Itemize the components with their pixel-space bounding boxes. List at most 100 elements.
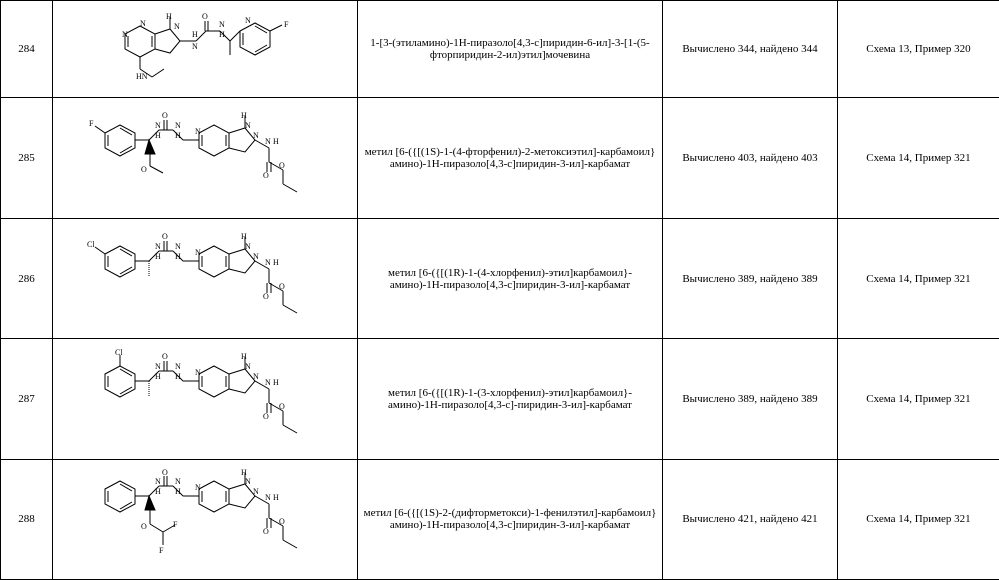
svg-text:O: O [279,161,285,170]
chemical-structure: NH NH O O F F N H N N NH O O [75,469,335,569]
table-row: 284 [1,1,999,98]
mass-spec: Вычислено 421, найдено 421 [663,459,838,579]
svg-text:O: O [162,111,168,120]
svg-text:H: H [241,232,247,241]
svg-text:N: N [155,242,161,251]
svg-text:O: O [141,165,147,174]
svg-text:N: N [265,137,271,146]
svg-text:H: H [155,372,161,381]
svg-text:H: H [175,372,181,381]
table-row: 288 [1,459,999,579]
compound-name: метил [6-({[(1R)-1-(3-хлорфенил)-этил]ка… [358,339,663,459]
chemical-structure: H N HN NH NH O N F N N [80,9,330,89]
svg-text:H: H [273,493,279,502]
svg-text:F: F [284,20,289,29]
structure-cell: F NH NH O O N H N N NH O O [53,98,358,218]
svg-text:H: H [241,111,247,120]
svg-text:O: O [279,282,285,291]
svg-text:O: O [202,12,208,21]
svg-text:Cl: Cl [87,240,95,249]
structure-cell: NH NH O O F F N H N N NH O O [53,459,358,579]
table-row: 285 [1,98,999,218]
scheme-reference: Схема 14, Пример 321 [838,98,999,218]
svg-text:N: N [253,131,259,140]
structure-cell: H N HN NH NH O N F N N [53,1,358,98]
svg-text:H: H [273,378,279,387]
svg-text:N: N [140,19,146,28]
svg-text:F: F [89,119,94,128]
svg-text:O: O [263,412,269,421]
compound-id: 284 [1,1,53,98]
svg-text:H: H [175,252,181,261]
svg-text:N: N [175,362,181,371]
mass-spec: Вычислено 344, найдено 344 [663,1,838,98]
chemical-structure: Cl NH NH O N H N N NH O O [75,349,335,449]
compound-id: 285 [1,98,53,218]
svg-text:N: N [245,477,251,486]
svg-text:N: N [253,252,259,261]
scheme-reference: Схема 13, Пример 320 [838,1,999,98]
svg-text:N: N [155,121,161,130]
compound-id: 286 [1,218,53,338]
svg-text:H: H [273,258,279,267]
svg-text:O: O [263,292,269,301]
chemical-structure: F NH NH O O N H N N NH O O [75,108,335,208]
svg-text:O: O [279,517,285,526]
chemical-structure: Cl NH NH O N H N N NH O O [75,229,335,329]
svg-text:N: N [155,477,161,486]
structure-cell: Cl NH NH O N H N N NH O O [53,339,358,459]
svg-text:N: N [195,483,201,492]
svg-text:N: N [265,378,271,387]
compound-name: метил [6-({[(1R)-1-(4-хлорфенил)-этил]ка… [358,218,663,338]
svg-text:O: O [263,527,269,536]
svg-text:N: N [174,22,180,31]
svg-text:O: O [162,232,168,241]
svg-text:N: N [175,121,181,130]
svg-text:N: N [219,20,225,29]
compound-name: метил [6-({[(1S)-2-(дифторметокси)-1-фен… [358,459,663,579]
compound-table: 284 [0,0,999,580]
scheme-reference: Схема 14, Пример 321 [838,339,999,459]
table-row: 287 [1,339,999,459]
scheme-reference: Схема 14, Пример 321 [838,218,999,338]
svg-text:H: H [155,252,161,261]
svg-text:H: H [155,131,161,140]
svg-text:H: H [155,487,161,496]
svg-text:O: O [162,352,168,361]
svg-text:O: O [162,469,168,477]
svg-text:F: F [159,546,164,555]
svg-text:H: H [241,352,247,361]
svg-text:N: N [192,42,198,51]
svg-text:H: H [166,12,172,21]
svg-text:N: N [155,362,161,371]
mass-spec: Вычислено 389, найдено 389 [663,218,838,338]
compound-id: 288 [1,459,53,579]
svg-text:N: N [245,362,251,371]
svg-text:F: F [173,520,178,529]
svg-text:N: N [175,242,181,251]
compound-name: 1-[3-(этиламино)-1H-пиразоло[4,3-c]пирид… [358,1,663,98]
svg-text:H: H [273,137,279,146]
mass-spec: Вычислено 389, найдено 389 [663,339,838,459]
svg-text:N: N [245,121,251,130]
svg-text:N: N [253,372,259,381]
svg-text:H: H [219,30,225,39]
structure-cell: Cl NH NH O N H N N NH O O [53,218,358,338]
svg-text:H: H [175,131,181,140]
svg-text:O: O [279,402,285,411]
svg-text:O: O [263,171,269,180]
compound-name: метил [6-({[(1S)-1-(4-фторфенил)-2-меток… [358,98,663,218]
scheme-reference: Схема 14, Пример 321 [838,459,999,579]
svg-text:N: N [253,487,259,496]
table-row: 286 [1,218,999,338]
svg-text:N: N [195,248,201,257]
mass-spec: Вычислено 403, найдено 403 [663,98,838,218]
svg-text:N: N [265,493,271,502]
svg-text:Cl: Cl [115,349,123,357]
svg-text:N: N [245,242,251,251]
svg-text:N: N [265,258,271,267]
svg-text:H: H [175,487,181,496]
svg-text:N: N [175,477,181,486]
compound-id: 287 [1,339,53,459]
svg-text:N: N [245,16,251,25]
